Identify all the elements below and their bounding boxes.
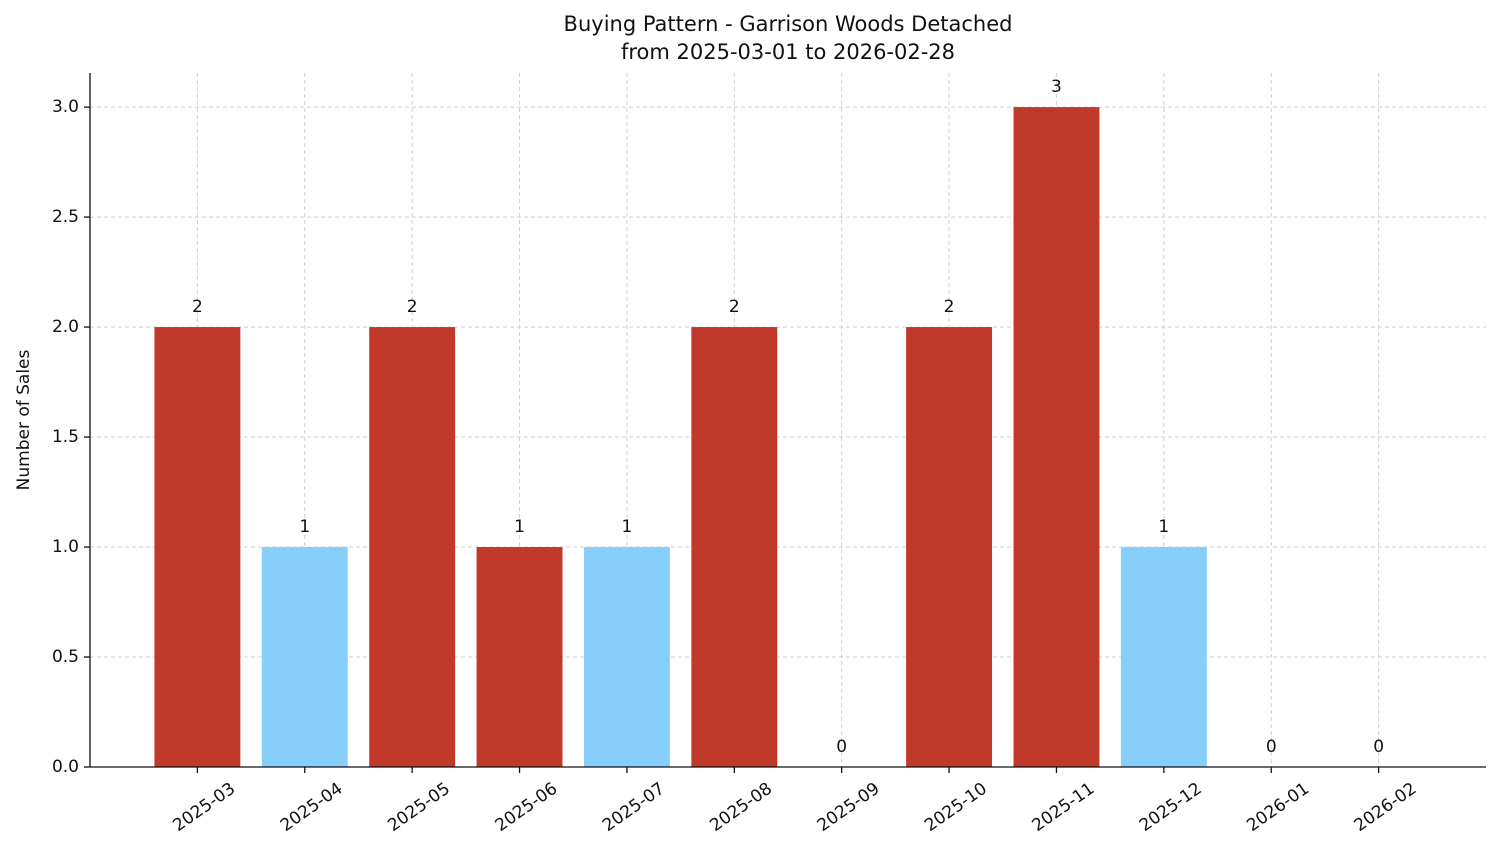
value-label: 1 [514, 517, 525, 537]
x-tick-label: 2025-08 [706, 779, 776, 836]
y-axis-label: Number of Sales [14, 349, 34, 490]
bar [369, 327, 456, 767]
value-label: 2 [944, 297, 955, 317]
x-tick-label: 2025-04 [277, 779, 347, 836]
value-label: 1 [1158, 517, 1169, 537]
x-tick-label: 2025-07 [599, 779, 669, 836]
x-tick-label: 2026-02 [1351, 779, 1421, 836]
bar [691, 327, 778, 767]
x-tick-label: 2025-10 [921, 779, 991, 836]
bar [1120, 547, 1207, 767]
bar [476, 547, 563, 767]
value-label: 0 [1373, 737, 1384, 757]
value-label: 2 [729, 297, 740, 317]
y-tick-label: 2.5 [52, 207, 79, 227]
chart-subtitle: from 2025-03-01 to 2026-02-28 [621, 40, 955, 64]
value-label: 1 [622, 517, 633, 537]
value-label: 1 [299, 517, 310, 537]
bar [583, 547, 670, 767]
y-tick-label: 1.0 [52, 537, 79, 557]
y-tick-label: 1.5 [52, 427, 79, 447]
x-tick-label: 2025-09 [814, 779, 884, 836]
chart-title: Buying Pattern - Garrison Woods Detached [564, 12, 1013, 36]
x-tick-label: 2025-11 [1029, 779, 1099, 836]
bar [261, 547, 348, 767]
x-tick-label: 2026-01 [1243, 779, 1313, 836]
bar [906, 327, 993, 767]
value-label: 3 [1051, 77, 1062, 97]
y-tick-label: 0.5 [52, 647, 79, 667]
y-tick-label: 2.0 [52, 317, 79, 337]
value-label: 2 [407, 297, 418, 317]
x-tick-label: 2025-03 [169, 779, 239, 836]
x-tick-label: 2025-12 [1136, 779, 1206, 836]
bar [154, 327, 241, 767]
y-tick-label: 0.0 [52, 757, 79, 777]
value-label: 0 [836, 737, 847, 757]
value-label: 0 [1266, 737, 1277, 757]
x-tick-label: 2025-06 [492, 779, 562, 836]
x-tick-label: 2025-05 [384, 779, 454, 836]
value-label: 2 [192, 297, 203, 317]
bar [1013, 107, 1100, 767]
y-tick-label: 3.0 [52, 97, 79, 117]
